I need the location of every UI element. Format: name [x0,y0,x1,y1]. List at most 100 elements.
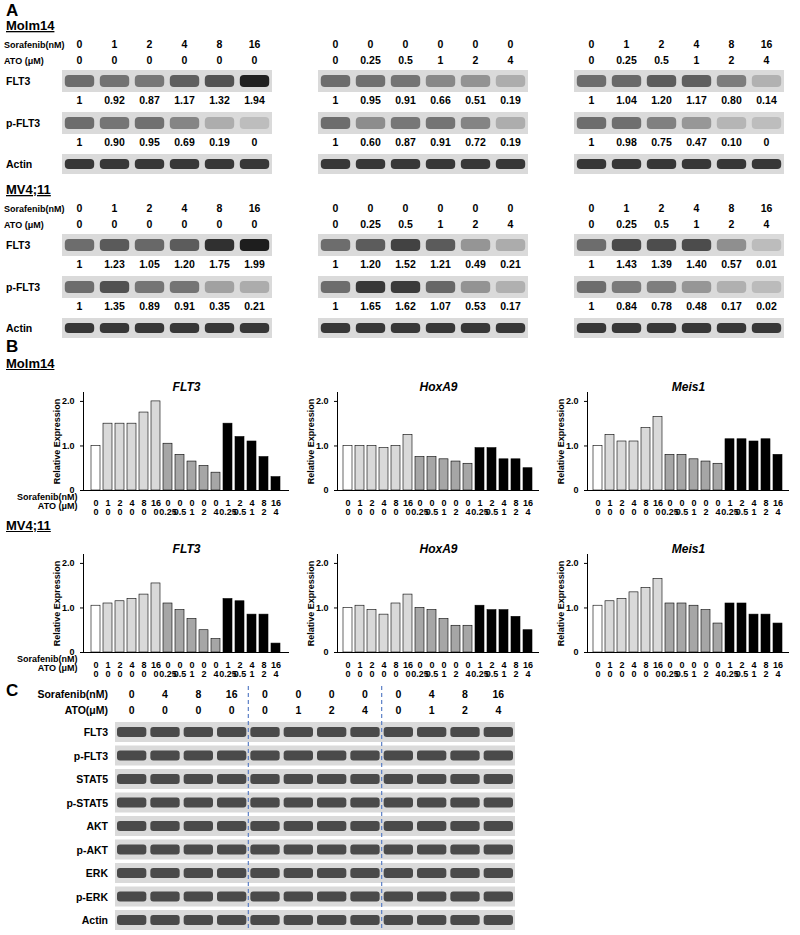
svg-text:1.17: 1.17 [686,94,707,106]
svg-text:HoxA9: HoxA9 [419,542,457,556]
svg-text:0.72: 0.72 [465,136,486,148]
svg-text:0: 0 [573,647,578,657]
svg-text:82: 82 [261,498,266,517]
svg-text:02: 02 [703,498,708,517]
svg-text:41: 41 [249,498,254,517]
svg-text:0: 0 [333,218,339,230]
svg-text:20.5: 20.5 [234,660,247,679]
svg-text:0.25: 0.25 [360,54,381,66]
svg-text:Relative Expression: Relative Expression [306,561,316,647]
svg-text:1.0: 1.0 [62,603,75,613]
svg-text:1.62: 1.62 [395,300,416,312]
svg-text:0: 0 [403,202,409,214]
svg-text:02: 02 [201,498,206,517]
svg-text:0.87: 0.87 [139,94,160,106]
svg-text:1.20: 1.20 [174,258,195,270]
svg-text:1.0: 1.0 [566,603,579,613]
svg-text:0: 0 [508,202,514,214]
svg-text:02: 02 [453,498,458,517]
svg-text:0.92: 0.92 [104,94,125,106]
svg-text:40: 40 [381,660,386,679]
svg-text:0.78: 0.78 [651,300,672,312]
svg-text:20.5: 20.5 [486,498,499,517]
svg-text:80: 80 [643,498,648,517]
svg-text:0: 0 [129,688,135,700]
svg-text:164: 164 [271,498,281,517]
svg-text:1.0: 1.0 [316,441,329,451]
svg-text:0: 0 [217,54,223,66]
svg-text:0.49: 0.49 [465,258,486,270]
svg-text:4: 4 [162,688,168,700]
svg-text:2: 2 [473,54,479,66]
svg-text:82: 82 [763,498,768,517]
svg-text:0: 0 [147,54,153,66]
svg-text:0: 0 [764,136,770,148]
svg-text:0: 0 [589,218,595,230]
svg-text:0: 0 [333,38,339,50]
svg-text:ATO (μM): ATO (μM) [4,56,44,66]
svg-text:1.0: 1.0 [62,441,75,451]
svg-text:0.02: 0.02 [756,300,777,312]
svg-text:10: 10 [607,660,612,679]
svg-text:0: 0 [182,218,188,230]
svg-text:0: 0 [112,54,118,66]
svg-text:0: 0 [147,218,153,230]
svg-text:2.0: 2.0 [566,396,579,406]
svg-text:2: 2 [147,202,153,214]
svg-text:20: 20 [619,498,624,517]
svg-text:0: 0 [573,485,578,495]
svg-text:0.17: 0.17 [500,300,521,312]
svg-text:C: C [6,681,18,700]
svg-text:4: 4 [764,54,770,66]
svg-text:0: 0 [589,38,595,50]
svg-text:1.0: 1.0 [566,441,579,451]
svg-text:40: 40 [631,498,636,517]
svg-text:00: 00 [345,660,350,679]
svg-text:STAT5: STAT5 [76,773,108,785]
svg-text:1: 1 [333,258,339,270]
svg-text:Molm14: Molm14 [6,18,55,33]
svg-text:16: 16 [761,38,773,50]
svg-text:1: 1 [77,300,83,312]
svg-text:0.5: 0.5 [398,54,413,66]
svg-text:2: 2 [659,38,665,50]
svg-text:10: 10 [105,498,110,517]
svg-text:8: 8 [729,202,735,214]
svg-text:p-ERK: p-ERK [76,891,108,903]
svg-text:40: 40 [631,660,636,679]
svg-text:ERK: ERK [86,867,109,879]
svg-text:20: 20 [117,498,122,517]
svg-text:80: 80 [393,498,398,517]
svg-text:0.47: 0.47 [686,136,707,148]
svg-text:Relative Expression: Relative Expression [52,561,62,647]
svg-text:4: 4 [764,218,770,230]
svg-text:Sorafenib(nM)ATO (μM): Sorafenib(nM)ATO (μM) [17,654,78,673]
svg-text:Sorafenib(nM): Sorafenib(nM) [37,688,108,700]
svg-text:1.20: 1.20 [360,258,381,270]
svg-text:00.5: 00.5 [426,498,439,517]
svg-text:1.04: 1.04 [616,94,637,106]
svg-text:0.21: 0.21 [244,300,265,312]
svg-text:Actin: Actin [6,158,32,170]
svg-text:10: 10 [357,660,362,679]
svg-text:41: 41 [751,498,756,517]
svg-text:1: 1 [429,704,435,716]
svg-text:0.98: 0.98 [616,136,637,148]
svg-text:Relative Expression: Relative Expression [52,399,62,485]
svg-text:2.0: 2.0 [316,396,329,406]
svg-text:4: 4 [508,218,514,230]
svg-text:0: 0 [129,704,135,716]
svg-text:0.95: 0.95 [139,136,160,148]
svg-text:01: 01 [189,498,194,517]
svg-text:1.75: 1.75 [209,258,230,270]
svg-text:2: 2 [147,38,153,50]
svg-text:FLT3: FLT3 [84,726,108,738]
svg-text:4: 4 [694,202,700,214]
svg-text:0: 0 [333,202,339,214]
svg-text:0: 0 [329,688,335,700]
svg-text:20.5: 20.5 [486,660,499,679]
svg-text:164: 164 [523,660,533,679]
svg-text:1: 1 [112,202,118,214]
svg-text:0.51: 0.51 [465,94,486,106]
svg-text:02: 02 [703,660,708,679]
